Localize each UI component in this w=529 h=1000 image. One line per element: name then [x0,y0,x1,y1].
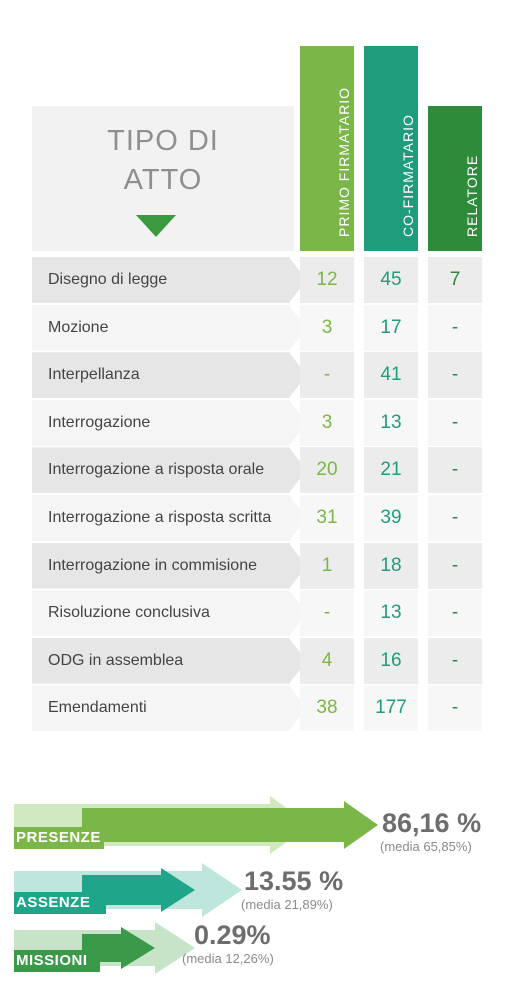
stat-label-tab [14,892,106,914]
row-value-col2: 17 [364,304,418,351]
stat-label-tab [14,827,104,849]
table-row: Interrogazione a risposta orale [32,447,308,494]
row-value-col1: - [300,590,354,637]
row-value-col3: 7 [428,257,482,303]
column-header-1: PRIMO FIRMATARIO [300,46,354,251]
row-value-col2: 45 [364,257,418,303]
row-value-col1: 3 [300,304,354,351]
row-value-col1: 20 [300,447,354,494]
stat-media: (media 12,26%) [182,951,274,966]
table-row: Disegno di legge [32,257,308,303]
row-value-col3: - [428,590,482,637]
stat-label: PRESENZE [16,829,101,846]
row-label: Interrogazione [48,413,151,431]
tipo-atto-title: TIPO DI ATTO [32,122,294,200]
row-value-col2: 177 [364,685,418,732]
row-value-col1: 1 [300,542,354,589]
stat-main-arrow [82,868,195,912]
table-row: Mozione [32,304,308,351]
table-row: ODG in assemblea [32,637,308,684]
row-value-col3: - [428,399,482,446]
stat-media: (media 21,89%) [241,897,333,912]
attendance-arrows [14,796,378,974]
row-label: Interrogazione in commisione [48,556,257,574]
column-header-2: CO-FIRMATARIO [364,46,418,251]
table-row: Emendamenti [32,685,308,732]
table-row: Risoluzione conclusiva [32,590,308,637]
row-label: Mozione [48,318,109,336]
row-label: Emendamenti [48,699,147,717]
stat-value: 0.29% [194,920,271,950]
row-value-col2: 13 [364,399,418,446]
stat-value: 13.55 % [244,866,344,896]
row-value-col1: 31 [300,495,354,541]
column-header-label: RELATORE [464,154,480,237]
stat-main-arrow [82,801,378,849]
stat-value: 86,16 % [382,808,482,838]
row-value-col3: - [428,352,482,399]
table-row: Interrogazione a risposta scritta [32,495,308,541]
row-value-col2: 39 [364,495,418,541]
row-value-col3: - [428,447,482,494]
column-header-3: RELATORE [428,106,482,251]
row-value-col3: - [428,495,482,541]
row-value-col2: 21 [364,447,418,494]
row-label: Interrogazione a risposta orale [48,461,265,479]
row-value-col2: 13 [364,590,418,637]
row-value-col3: - [428,685,482,732]
row-value-col1: - [300,352,354,399]
column-header-label: CO-FIRMATARIO [400,114,416,237]
column-header-label: PRIMO FIRMATARIO [336,86,352,237]
row-value-col2: 16 [364,637,418,684]
stat-main-arrow [82,927,155,969]
row-value-col1: 12 [300,257,354,303]
tipo-atto-title-line2: ATTO [123,164,203,196]
row-value-col2: 18 [364,542,418,589]
stat-label: MISSIONI [16,952,88,969]
row-label: ODG in assemblea [48,651,184,669]
row-value-col3: - [428,637,482,684]
row-value-col2: 41 [364,352,418,399]
row-value-col3: - [428,542,482,589]
stat-label: ASSENZE [16,894,91,911]
row-value-col1: 3 [300,399,354,446]
table-row: Interpellanza [32,352,308,399]
triangle-down-icon [136,215,176,237]
table-row: Interrogazione [32,399,308,446]
row-label: Risoluzione conclusiva [48,604,210,622]
tipo-atto-title-line1: TIPO DI [107,125,219,157]
stat-media: (media 65,85%) [380,839,472,854]
row-value-col1: 38 [300,685,354,732]
row-label: Disegno di legge [48,271,168,288]
row-value-col3: - [428,304,482,351]
row-label: Interpellanza [48,366,140,384]
table-row: Interrogazione in commisione [32,542,308,589]
stat-label-tab [14,950,100,972]
row-value-col1: 4 [300,637,354,684]
row-label: Interrogazione a risposta scritta [48,509,272,526]
